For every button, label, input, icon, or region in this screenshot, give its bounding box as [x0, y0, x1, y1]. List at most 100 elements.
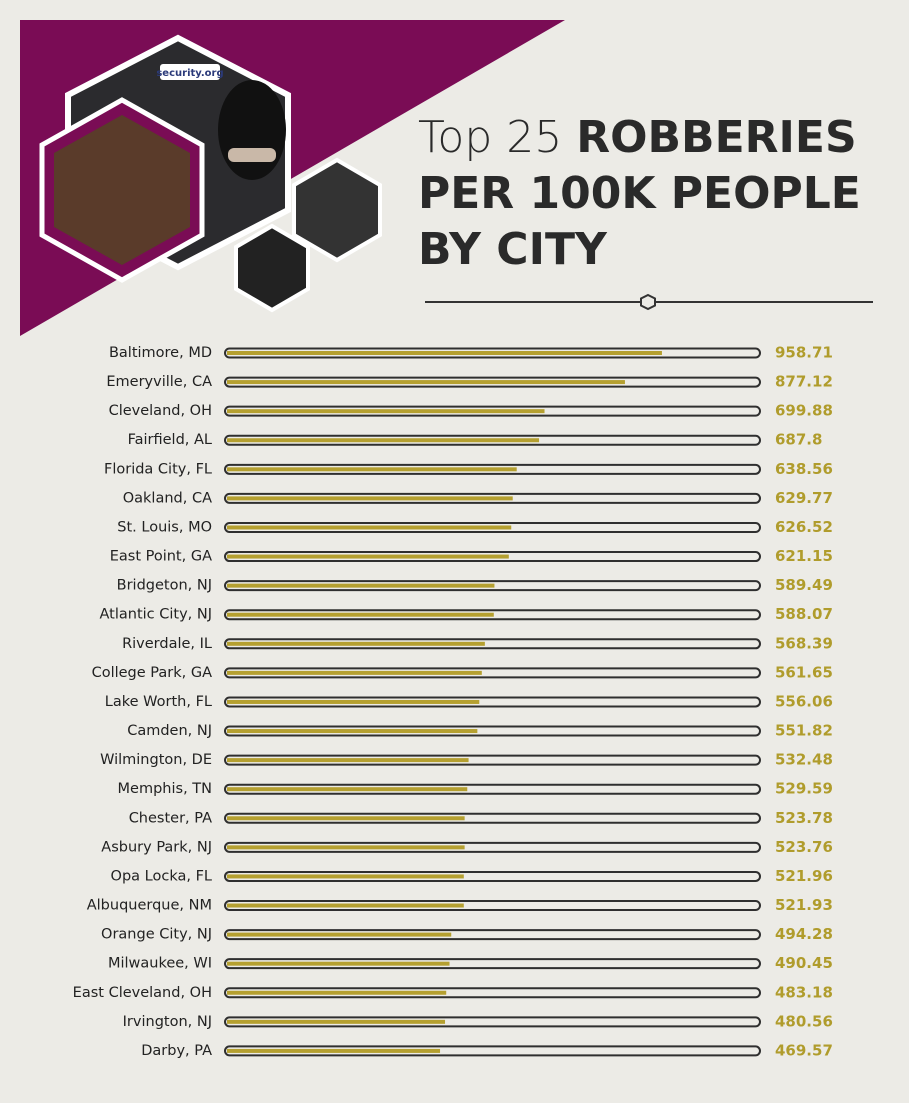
value-label: 523.76 [775, 838, 833, 856]
value-label: 568.39 [775, 634, 833, 652]
bar [227, 816, 465, 821]
category-label: Darby, PA [141, 1043, 212, 1059]
category-label: Fairfield, AL [128, 432, 212, 448]
title-bold: ROBBERIES [576, 112, 857, 163]
category-label: Asbury Park, NJ [101, 839, 212, 855]
bar-track [224, 783, 761, 795]
bar-track [224, 812, 761, 824]
category-label: Milwaukee, WI [108, 956, 212, 972]
bar [227, 525, 512, 530]
category-label: Irvington, NJ [123, 1014, 212, 1030]
category-label: St. Louis, MO [117, 519, 212, 535]
bar [227, 699, 480, 704]
value-label: 556.06 [775, 692, 833, 710]
category-label: Albuquerque, NM [87, 898, 212, 914]
bar [227, 409, 545, 414]
bar [227, 583, 495, 588]
value-label: 588.07 [775, 605, 833, 623]
category-label: Bridgeton, NJ [117, 578, 212, 594]
bar [227, 612, 494, 617]
category-label: Camden, NJ [127, 723, 212, 739]
category-label: East Point, GA [110, 549, 212, 565]
value-label: 699.88 [775, 402, 833, 420]
bar-track [224, 958, 761, 970]
bar [227, 1019, 446, 1024]
bar-track [224, 696, 761, 708]
category-label: Florida City, FL [104, 461, 212, 477]
bar-track [224, 754, 761, 766]
bar [227, 874, 464, 879]
logo: security.org [156, 68, 223, 79]
category-label: Cleveland, OH [109, 403, 212, 419]
bar-track [224, 667, 761, 679]
bar-track [224, 725, 761, 737]
value-label: 687.8 [775, 431, 822, 449]
bar [227, 961, 450, 966]
bar-track [224, 1045, 761, 1057]
bar-track [224, 376, 761, 388]
category-label: Orange City, NJ [101, 927, 212, 943]
bar [227, 1048, 441, 1053]
category-label: Opa Locka, FL [111, 868, 212, 884]
category-label: Baltimore, MD [109, 345, 212, 361]
category-label: East Cleveland, OH [73, 985, 212, 1001]
category-label: Memphis, TN [118, 781, 212, 797]
bar-track [224, 900, 761, 912]
value-label: 561.65 [775, 663, 833, 681]
bar-track [224, 987, 761, 999]
bar-track [224, 347, 761, 359]
bar-track [224, 870, 761, 882]
value-label: 551.82 [775, 722, 833, 740]
value-label: 529.59 [775, 780, 833, 798]
title-bold: BY CITY [418, 224, 607, 275]
bar-track [224, 405, 761, 417]
bar [227, 932, 452, 937]
bar [227, 438, 540, 443]
bar [227, 467, 517, 472]
category-label: Chester, PA [129, 810, 212, 826]
bar-track [224, 521, 761, 533]
bar [227, 554, 509, 559]
bar-track [224, 638, 761, 650]
value-label: 480.56 [775, 1012, 833, 1030]
bar [227, 496, 513, 501]
hex-images: security.org [39, 34, 382, 313]
value-label: 532.48 [775, 751, 833, 769]
value-label: 494.28 [775, 925, 833, 943]
bar [227, 351, 662, 355]
chart-title: Top 25 ROBBERIES PER 100K PEOPLE BY CITY [418, 110, 898, 278]
value-label: 521.96 [775, 867, 833, 885]
bar [227, 758, 469, 763]
value-label: 621.15 [775, 547, 833, 565]
title-bold: PER 100K PEOPLE [418, 168, 861, 219]
bar [227, 380, 625, 385]
bar [227, 845, 465, 850]
bar-track [224, 492, 761, 504]
bar [227, 670, 482, 675]
category-label: Oakland, CA [123, 490, 212, 506]
bar-track [224, 929, 761, 941]
value-label: 877.12 [775, 373, 833, 391]
value-label: 521.93 [775, 896, 833, 914]
category-label: Riverdale, IL [122, 636, 212, 652]
value-label: 490.45 [775, 954, 833, 972]
bar-track [224, 609, 761, 621]
bar [227, 903, 464, 908]
bar [227, 787, 468, 792]
category-label: Wilmington, DE [100, 752, 212, 768]
bar-track [224, 580, 761, 592]
bar-track [224, 551, 761, 563]
category-label: Lake Worth, FL [105, 694, 212, 710]
value-label: 523.78 [775, 809, 833, 827]
bar [227, 990, 447, 995]
value-label: 958.71 [775, 344, 833, 362]
bar-track [224, 463, 761, 475]
bar-track [224, 434, 761, 446]
title-light: Top 25 [418, 112, 563, 163]
category-label: Emeryville, CA [106, 374, 212, 390]
value-label: 483.18 [775, 983, 833, 1001]
value-label: 629.77 [775, 489, 833, 507]
bar [227, 641, 485, 646]
value-label: 469.57 [775, 1041, 833, 1059]
